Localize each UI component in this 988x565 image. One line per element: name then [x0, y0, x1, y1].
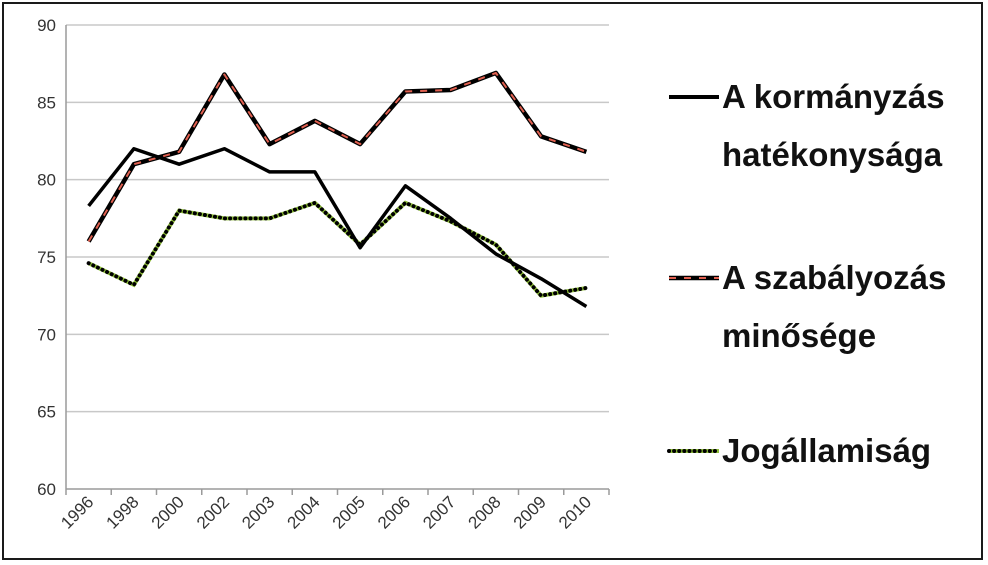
series-line-jogallamisag — [87, 200, 587, 298]
x-tick-label: 2003 — [238, 492, 278, 532]
legend-label: A kormányzás — [722, 78, 945, 115]
x-tick-label: 2006 — [374, 492, 414, 532]
gridlines — [66, 24, 609, 413]
x-tick-label: 1996 — [57, 492, 97, 532]
x-tick-label: 2008 — [465, 492, 505, 532]
x-tick-label: 2000 — [148, 492, 188, 532]
y-tick-label: 80 — [37, 171, 56, 190]
legend: A kormányzás hatékonysága A szabályozás min… — [667, 78, 946, 469]
y-tick-label: 90 — [37, 16, 56, 35]
x-tick-label: 1998 — [103, 492, 143, 532]
y-tick-label: 70 — [37, 325, 56, 344]
legend-label: Jogállamiság — [722, 432, 931, 469]
series-line-szabalyozas-dashes — [87, 71, 587, 243]
x-axis-ticks: 1996 1998 2000 2002 2003 2004 2005 2006 2007 2008… — [57, 492, 595, 532]
x-tick-label: 2010 — [555, 492, 595, 532]
axes — [65, 25, 610, 495]
y-axis-ticks: 60 65 70 75 80 85 90 — [37, 16, 56, 499]
x-tick-label: 2002 — [193, 492, 233, 532]
legend-entry: Jogállamiság — [667, 432, 931, 469]
legend-label: A szabályozás — [722, 259, 946, 296]
legend-entry: A kormányzás hatékonysága — [669, 78, 945, 173]
x-tick-label: 2009 — [510, 492, 550, 532]
series-lines — [86, 70, 589, 308]
y-tick-label: 60 — [37, 480, 56, 499]
legend-label: minősége — [722, 317, 876, 354]
legend-entry: A szabályozás minősége — [669, 259, 946, 354]
y-tick-label: 65 — [37, 403, 56, 422]
y-tick-label: 75 — [37, 248, 56, 267]
x-tick-label: 2004 — [284, 492, 324, 532]
x-tick-label: 2007 — [419, 492, 459, 532]
series-line-jogallamisag-dots — [86, 200, 589, 298]
legend-label: hatékonysága — [722, 136, 943, 173]
series-line-kormanyzas — [87, 146, 588, 308]
x-tick-label: 2005 — [329, 492, 369, 532]
y-tick-label: 85 — [37, 93, 56, 112]
